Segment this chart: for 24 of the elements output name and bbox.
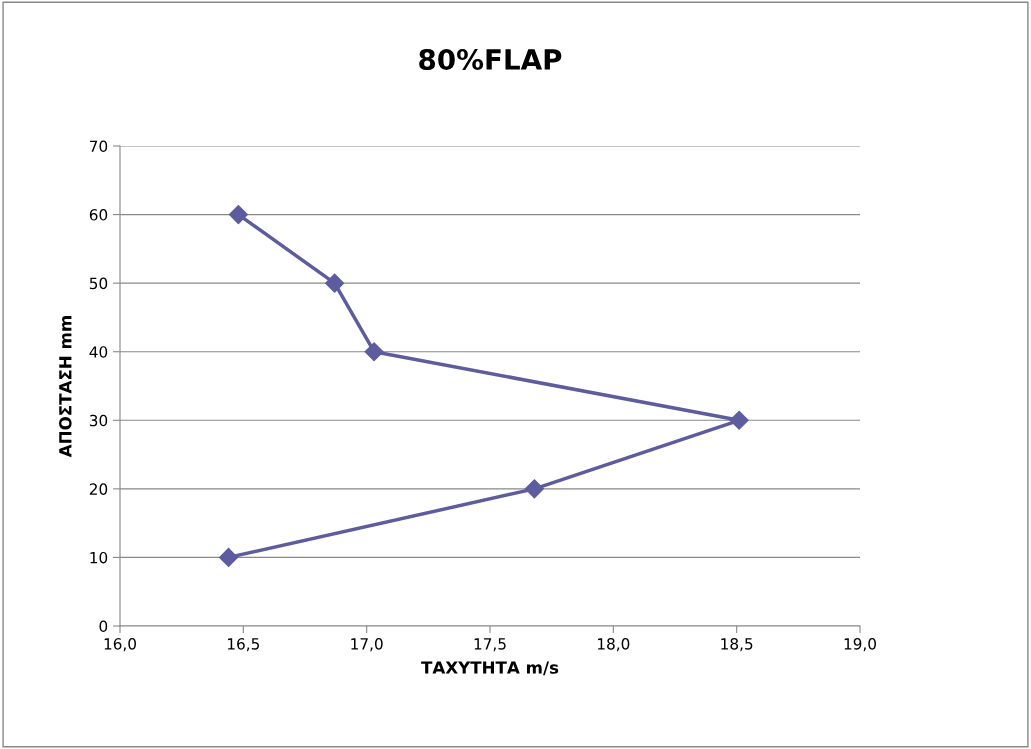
point bbox=[325, 273, 345, 293]
y-tick-label: 30 bbox=[89, 414, 108, 427]
y-tick-label: 70 bbox=[90, 140, 108, 153]
y-axis-title: ΑΠΟΣΤΑΣΗ mm bbox=[59, 316, 72, 458]
x-tick-label: 16,0 bbox=[104, 638, 136, 652]
x-tick-label: 18,0 bbox=[598, 638, 630, 652]
y-tick-label: 10 bbox=[90, 551, 108, 564]
point bbox=[729, 410, 749, 430]
x-tick-label: 16,5 bbox=[228, 638, 260, 652]
point bbox=[524, 479, 544, 499]
x-tick-label: 17,5 bbox=[474, 638, 506, 652]
x-tick-label: 17,0 bbox=[351, 638, 383, 652]
x-tick-label: 19,0 bbox=[844, 638, 876, 652]
point bbox=[228, 205, 248, 225]
point bbox=[364, 342, 384, 362]
y-tick-label: 60 bbox=[89, 209, 108, 221]
chart-title: 80%FLAP bbox=[419, 48, 562, 71]
y-tick-label: 50 bbox=[89, 277, 108, 290]
y-tick-label: 0 bbox=[99, 620, 108, 633]
y-tick-label: 40 bbox=[89, 346, 108, 358]
y-tick-label: 20 bbox=[89, 483, 108, 495]
point bbox=[218, 547, 239, 567]
x-tick-label: 18,5 bbox=[721, 638, 753, 652]
x-axis-title: ΤΑΧΥΤΗΤΑ m/s bbox=[421, 661, 559, 676]
